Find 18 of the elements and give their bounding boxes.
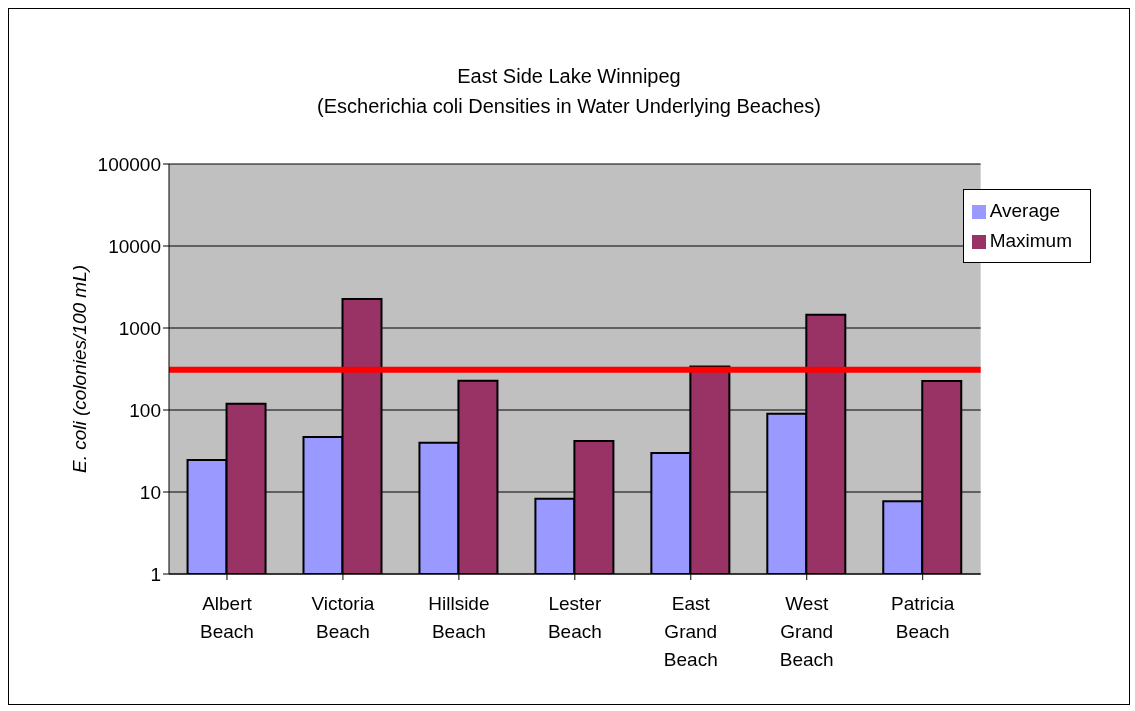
x-tick-label: East Grand Beach: [663, 593, 718, 670]
y-tick-label: 10: [139, 481, 161, 503]
x-tick-label: Lester Beach: [547, 593, 602, 642]
y-tick-label: 100: [129, 399, 161, 421]
y-tick-label: 1: [150, 563, 161, 585]
x-tick-label: West Grand Beach: [779, 593, 834, 670]
legend-label: Maximum: [989, 230, 1072, 251]
y-tick-label: 1000: [118, 317, 161, 339]
x-tick-label: Hillside Beach: [428, 593, 490, 642]
x-tick-label: Patricia Beach: [891, 593, 955, 642]
legend-label: Average: [989, 200, 1061, 221]
y-tick-label: 10000: [108, 235, 161, 257]
x-tick-label: Victoria Beach: [311, 593, 375, 642]
y-tick-label: 100000: [97, 153, 161, 175]
y-axis-title: E. coli (colonies/100 mL): [68, 264, 90, 474]
x-tick-label: Albert Beach: [200, 593, 254, 642]
chart-subtitle: (Escherichia coli Densities in Water Underlying Beaches): [316, 94, 822, 119]
chart-title: East Side Lake Winnipeg: [456, 64, 682, 89]
